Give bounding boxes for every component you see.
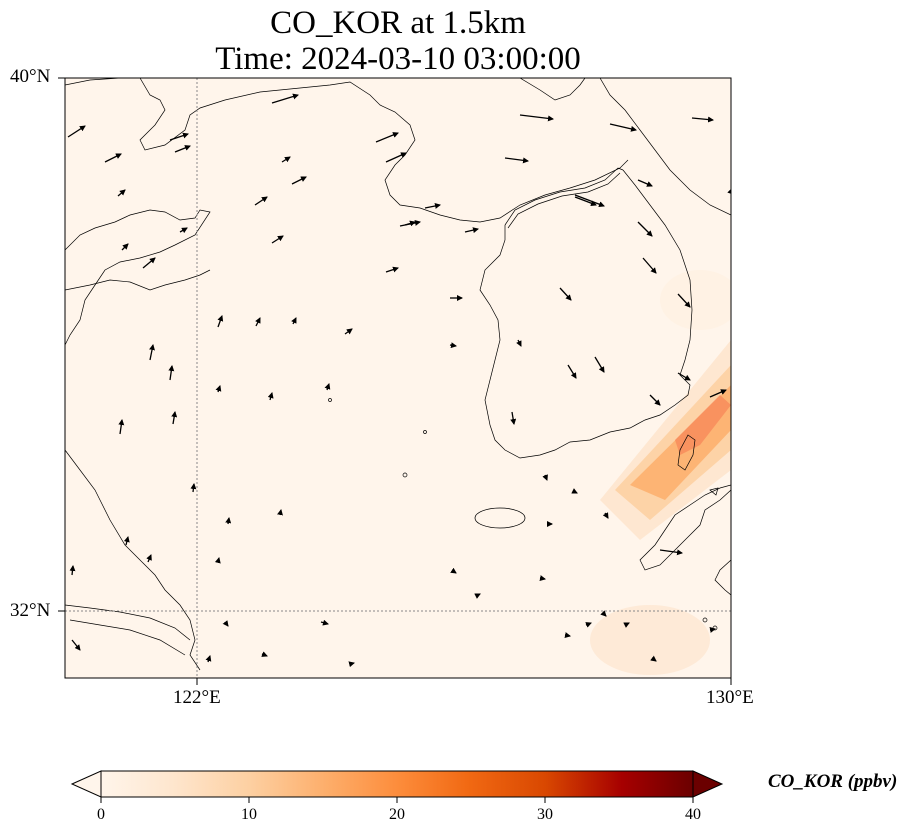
wind-vector bbox=[168, 365, 175, 381]
wind-vector bbox=[510, 411, 517, 425]
map-title-time: Time: 2024-03-10 03:00:00 bbox=[215, 41, 581, 77]
wind-vector bbox=[255, 317, 261, 327]
colorbar-tick-40: 40 bbox=[685, 806, 701, 823]
map-frame bbox=[64, 77, 732, 679]
wind-vector bbox=[602, 512, 609, 519]
wind-vector bbox=[174, 145, 191, 153]
wind-vector bbox=[609, 123, 637, 132]
wind-vector bbox=[516, 339, 522, 347]
wind-vector bbox=[171, 411, 178, 425]
wind-vector bbox=[291, 176, 307, 185]
wind-vector bbox=[291, 317, 297, 325]
wind-vector bbox=[71, 639, 81, 651]
wind-vector bbox=[564, 632, 571, 638]
wind-vector bbox=[149, 344, 155, 361]
wind-vector bbox=[320, 619, 329, 626]
wind-vector bbox=[424, 203, 441, 209]
wind-vector bbox=[118, 419, 125, 435]
wind-vectors bbox=[67, 93, 731, 668]
wind-vector bbox=[567, 364, 577, 379]
wind-vector bbox=[539, 575, 546, 581]
wind-vector bbox=[217, 315, 224, 328]
wind-vector bbox=[585, 622, 592, 628]
colorbar-tick-20: 20 bbox=[389, 806, 405, 823]
co-plume bbox=[590, 270, 731, 675]
wind-vector bbox=[67, 125, 86, 138]
wind-vector bbox=[649, 394, 661, 406]
wind-vector bbox=[709, 627, 716, 633]
wind-vector bbox=[123, 536, 130, 546]
wind-vector bbox=[261, 651, 268, 657]
lat-label-40n: 40°N bbox=[10, 66, 51, 87]
wind-vector bbox=[600, 610, 607, 617]
wind-vector bbox=[659, 549, 683, 556]
wind-vector bbox=[375, 132, 399, 143]
wind-vector bbox=[69, 565, 76, 576]
wind-vector bbox=[571, 488, 578, 494]
map-background bbox=[65, 78, 731, 678]
wind-vector bbox=[574, 194, 605, 208]
wind-vector bbox=[215, 385, 222, 393]
wind-vector bbox=[519, 114, 554, 122]
wind-vector bbox=[214, 557, 221, 564]
colorbar-label: CO_KOR (ppbv) bbox=[768, 771, 898, 792]
wind-vector bbox=[222, 620, 229, 627]
wind-vector bbox=[709, 389, 727, 398]
wind-vector bbox=[677, 293, 691, 308]
wind-vector bbox=[121, 243, 129, 251]
wind-vector bbox=[650, 655, 657, 662]
wind-vector bbox=[271, 235, 284, 244]
wind-vector bbox=[267, 392, 274, 401]
wind-vector bbox=[385, 152, 407, 163]
lat-label-32n: 32°N bbox=[10, 600, 51, 621]
wind-vector bbox=[677, 372, 691, 381]
gridlines bbox=[65, 78, 731, 678]
wind-vector bbox=[142, 257, 156, 269]
wind-vector bbox=[117, 189, 126, 197]
wind-vector bbox=[574, 196, 597, 207]
wind-vector bbox=[190, 483, 197, 493]
wind-vector bbox=[146, 554, 152, 563]
wind-vector bbox=[254, 196, 268, 206]
wind-vector bbox=[277, 509, 283, 516]
colorbar-tick-30: 30 bbox=[537, 806, 553, 823]
wind-vector bbox=[385, 266, 399, 273]
wind-vector bbox=[691, 116, 714, 123]
wind-vector bbox=[404, 220, 416, 227]
wind-vector bbox=[637, 221, 653, 237]
lon-label-130e: 130°E bbox=[706, 687, 754, 708]
wind-vector bbox=[504, 157, 529, 164]
wind-vector bbox=[281, 156, 291, 163]
wind-vector bbox=[205, 655, 212, 663]
wind-vector bbox=[542, 474, 548, 481]
wind-vector bbox=[324, 383, 331, 391]
lon-label-122e: 122°E bbox=[173, 687, 221, 708]
colorbar-tick-10: 10 bbox=[241, 806, 257, 823]
wind-vector bbox=[104, 153, 122, 163]
wind-vector bbox=[464, 227, 479, 234]
colorbar-tick-0: 0 bbox=[97, 806, 105, 823]
wind-vector bbox=[474, 593, 481, 599]
wind-vector bbox=[559, 287, 572, 301]
wind-vector bbox=[225, 517, 232, 525]
wind-vector bbox=[637, 179, 653, 187]
wind-vector bbox=[271, 93, 299, 104]
wind-vector bbox=[169, 132, 189, 141]
wind-vector bbox=[623, 622, 630, 628]
wind-vector bbox=[344, 328, 353, 335]
wind-vector bbox=[450, 567, 457, 574]
wind-vector bbox=[348, 661, 355, 668]
wind-vector bbox=[642, 257, 657, 274]
wind-vector bbox=[594, 356, 605, 373]
wind-vector bbox=[179, 227, 188, 234]
map-title-variable: CO_KOR at 1.5km bbox=[270, 5, 526, 41]
wind-vector bbox=[449, 342, 457, 349]
colorbar bbox=[70, 770, 724, 803]
coastlines bbox=[65, 78, 731, 671]
